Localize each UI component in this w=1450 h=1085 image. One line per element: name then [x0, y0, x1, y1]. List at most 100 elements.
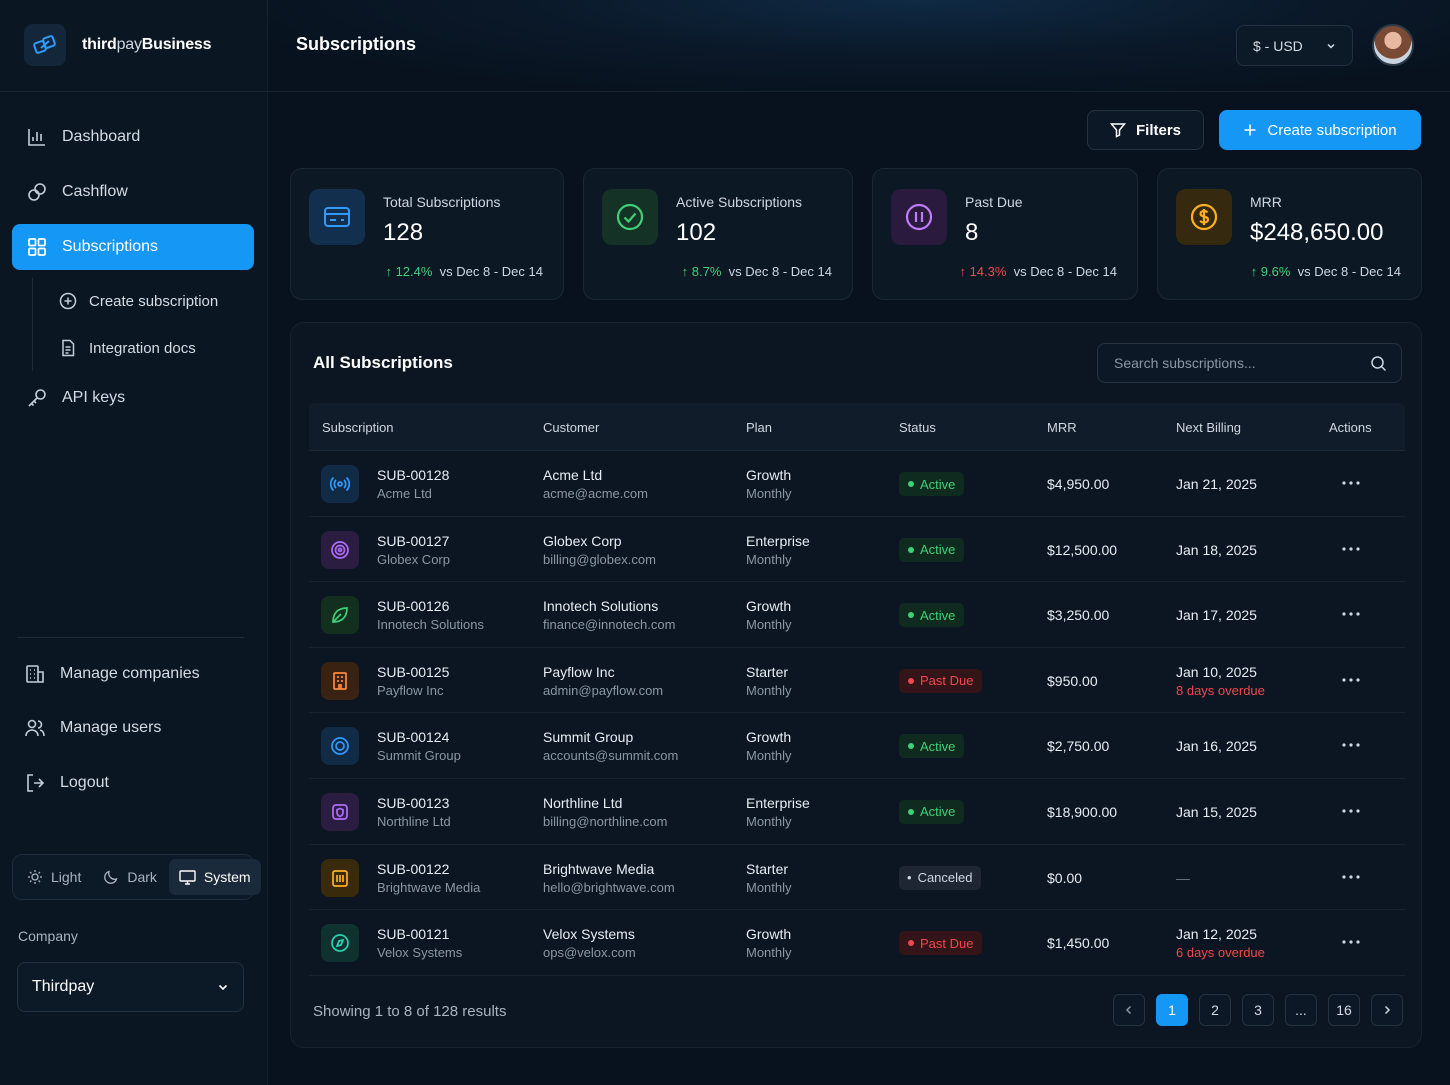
- search-input[interactable]: [1114, 355, 1364, 371]
- column-header[interactable]: Status: [899, 420, 936, 435]
- table-row[interactable]: SUB-00122 Brightwave Media Brightwave Medi…: [309, 845, 1405, 911]
- nav-item-api-keys[interactable]: API keys: [12, 375, 254, 421]
- status-label: Active: [920, 607, 956, 623]
- subscription-id[interactable]: SUB-00128: [377, 467, 450, 483]
- plan-cell: Enterprise Monthly: [746, 533, 810, 567]
- row-actions-button[interactable]: [1331, 930, 1371, 954]
- nav-item-manage-users[interactable]: Manage users: [12, 705, 254, 751]
- main-nav: Dashboard Cashflow Subscriptions: [12, 114, 254, 270]
- nav-item-cashflow[interactable]: Cashflow: [12, 169, 254, 215]
- nav-item-integration-docs[interactable]: Integration docs: [33, 325, 252, 371]
- chevron-right-icon: [1384, 1005, 1391, 1015]
- column-header[interactable]: Plan: [746, 420, 773, 435]
- theme-system-option[interactable]: System: [168, 859, 261, 895]
- row-actions-button[interactable]: [1331, 602, 1371, 626]
- table-row[interactable]: SUB-00125 Payflow Inc Payflow Inc admin@pay…: [309, 648, 1405, 714]
- subscription-id[interactable]: SUB-00122: [377, 860, 450, 877]
- nav-item-manage-companies[interactable]: Manage companies: [12, 651, 254, 697]
- row-actions-button[interactable]: [1331, 865, 1371, 889]
- plan-name: Enterprise: [746, 532, 810, 549]
- currency-select[interactable]: $ - USD: [1236, 25, 1353, 66]
- subscription-id[interactable]: SUB-00124: [377, 729, 450, 746]
- subscription-company: Innotech Solutions: [377, 617, 484, 633]
- row-actions-button[interactable]: [1331, 471, 1371, 495]
- column-header[interactable]: Next Billing: [1176, 420, 1242, 435]
- status-label: Active: [920, 476, 956, 492]
- page-button-3[interactable]: 3: [1242, 994, 1274, 1026]
- nav-item-dashboard[interactable]: Dashboard: [12, 114, 254, 160]
- stat-label: Total Subscriptions: [383, 194, 501, 210]
- row-actions-button[interactable]: [1331, 668, 1371, 692]
- next-page-button[interactable]: [1371, 994, 1403, 1026]
- row-actions-button[interactable]: [1331, 799, 1371, 823]
- page-label: 16: [1336, 1002, 1352, 1018]
- table-row[interactable]: SUB-00123 Northline Ltd Northline Ltd billi…: [309, 779, 1405, 845]
- subscription-id[interactable]: SUB-00126: [377, 598, 450, 615]
- subscription-cell: SUB-00123 Northline Ltd: [377, 795, 451, 829]
- compass-icon: [321, 924, 359, 963]
- page-button-2[interactable]: 2: [1199, 994, 1231, 1026]
- nav-item-subscriptions[interactable]: Subscriptions: [12, 224, 254, 270]
- filters-button[interactable]: Filters: [1087, 110, 1204, 150]
- table-row[interactable]: SUB-00128 Acme Ltd Acme Ltd acme@acme.com Gr…: [309, 451, 1405, 517]
- subscription-id[interactable]: SUB-00121: [377, 926, 450, 943]
- status-badge: • Canceled: [899, 865, 981, 890]
- company-select[interactable]: Thirdpay: [17, 962, 244, 1012]
- next-billing-date: Jan 17, 2025: [1176, 607, 1257, 624]
- plan-cell: Growth Monthly: [746, 598, 792, 632]
- plan-name: Growth: [746, 467, 792, 483]
- customer-email: accounts@summit.com: [543, 748, 679, 764]
- more-horizontal-icon: [1342, 809, 1360, 813]
- avatar[interactable]: [1372, 24, 1414, 66]
- nav-item-logout[interactable]: Logout: [12, 760, 254, 806]
- logout-icon: [27, 774, 45, 792]
- page-button-16[interactable]: 16: [1328, 994, 1360, 1026]
- subscription-cell: SUB-00128 Acme Ltd: [377, 467, 449, 501]
- status-label: Past Due: [920, 673, 974, 689]
- subscription-id[interactable]: SUB-00123: [377, 794, 450, 811]
- customer-cell: Innotech Solutions finance@innotech.com: [543, 598, 675, 632]
- page-button-1[interactable]: 1: [1156, 994, 1188, 1026]
- plan-cell: Growth Monthly: [746, 729, 792, 763]
- dollar-coin-icon: [1176, 189, 1232, 245]
- table-row[interactable]: SUB-00124 Summit Group Summit Group account…: [309, 713, 1405, 779]
- delta-value: ↑ 8.7%: [681, 264, 722, 279]
- theme-light-option[interactable]: Light: [17, 859, 91, 895]
- column-header[interactable]: Customer: [543, 420, 600, 435]
- brand-name: thirdpayBusiness: [82, 36, 212, 53]
- nav-item-create-subscription[interactable]: Create subscription: [33, 278, 252, 324]
- brand[interactable]: thirdpayBusiness: [24, 24, 212, 66]
- row-actions-button[interactable]: [1331, 537, 1371, 561]
- subscription-company: Summit Group: [377, 748, 461, 764]
- customer-email: billing@globex.com: [543, 551, 656, 567]
- plan-name: Starter: [746, 663, 789, 680]
- plan-cycle: Monthly: [746, 486, 792, 501]
- stat-value: 8: [965, 219, 979, 246]
- page-label: 1: [1168, 1002, 1176, 1018]
- subscription-cell: SUB-00122 Brightwave Media: [377, 861, 480, 895]
- key-icon: [28, 389, 46, 407]
- next-billing-date: Jan 16, 2025: [1176, 738, 1257, 755]
- plan-cycle: Monthly: [746, 879, 792, 895]
- column-header[interactable]: Subscription: [322, 420, 394, 435]
- building-icon: [26, 665, 44, 683]
- table-row[interactable]: SUB-00127 Globex Corp Globex Corp billing@g…: [309, 517, 1405, 583]
- search-icon[interactable]: [1370, 355, 1387, 372]
- nav-label: Subscriptions: [62, 238, 159, 255]
- customer-cell: Summit Group accounts@summit.com: [543, 729, 678, 763]
- row-actions-button[interactable]: [1331, 733, 1371, 757]
- plan-cell: Growth Monthly: [746, 926, 792, 960]
- create-subscription-button[interactable]: Create subscription: [1219, 110, 1421, 150]
- page-ellipsis[interactable]: ...: [1285, 994, 1317, 1026]
- subscription-id[interactable]: SUB-00125: [377, 663, 450, 680]
- table-row[interactable]: SUB-00121 Velox Systems Velox Systems ops@v…: [309, 910, 1405, 976]
- bar-chart-icon: [28, 129, 45, 146]
- prev-page-button[interactable]: [1113, 994, 1145, 1026]
- table-row[interactable]: SUB-00126 Innotech Solutions Innotech Solu…: [309, 582, 1405, 648]
- subscription-id[interactable]: SUB-00127: [377, 532, 450, 549]
- customer-name: Acme Ltd: [543, 467, 603, 483]
- next-billing-date: Jan 10, 2025: [1176, 663, 1257, 680]
- theme-dark-option[interactable]: Dark: [93, 859, 167, 895]
- leaf-icon: [321, 596, 359, 635]
- column-header[interactable]: MRR: [1047, 420, 1077, 435]
